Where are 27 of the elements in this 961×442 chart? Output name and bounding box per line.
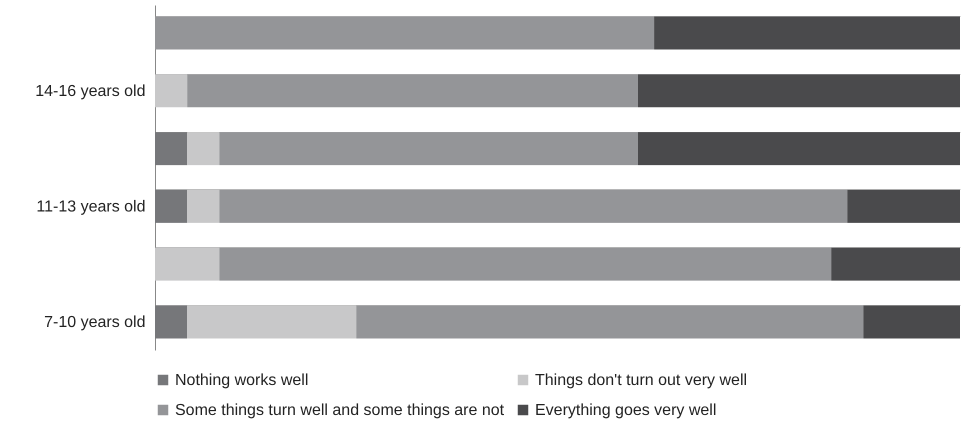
y-tick-label: 11-13 years old [36,198,146,216]
bar [155,132,188,166]
bar [155,248,220,281]
bar [831,248,960,281]
bar [155,190,188,223]
bar [219,132,638,166]
bar [654,16,960,50]
bar [847,190,960,223]
bar [219,248,832,281]
bar [187,132,220,166]
legend-label: Things don't turn out very well [535,372,748,389]
bar [187,190,220,223]
bar [155,74,188,108]
bar [863,306,960,338]
bar [187,306,356,338]
bar [638,74,960,108]
bar [219,190,848,223]
y-tick-label: 7-10 years old [44,314,146,331]
legend-label: Some things turn well and some things are not [175,402,505,419]
y-tick-label: 14-16 years old [35,82,146,100]
bar [187,74,638,108]
bar [155,16,654,50]
legend-label: Everything goes very well [535,402,716,419]
bar [638,132,960,166]
bar [356,306,864,338]
bar [155,306,188,338]
legend-label: Nothing works well [175,372,308,389]
